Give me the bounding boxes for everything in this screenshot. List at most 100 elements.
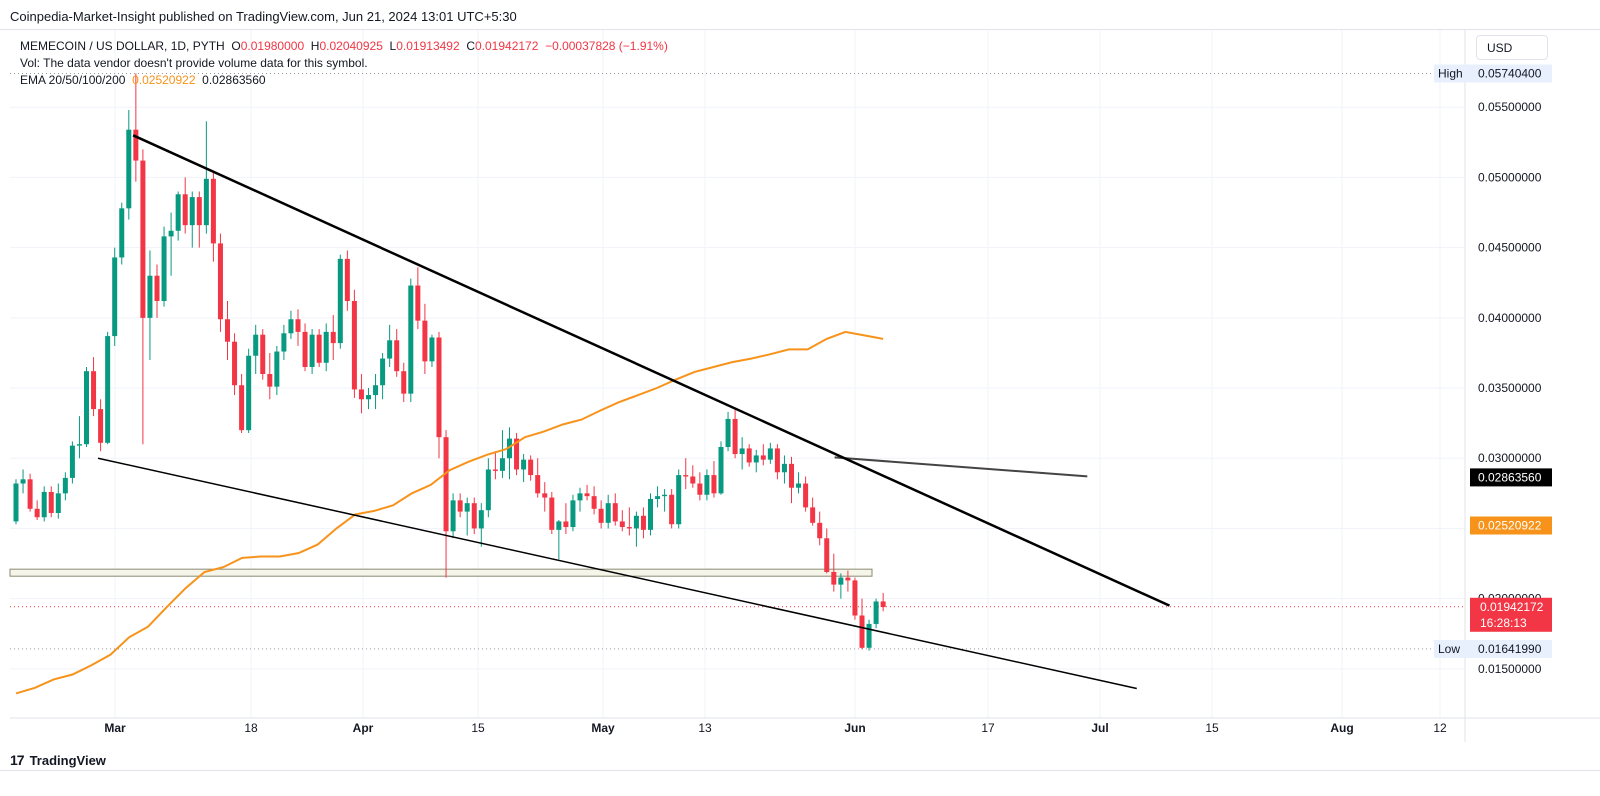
- last-price-value: 0.01942172: [1480, 600, 1544, 614]
- trendlines-layer: [97, 134, 1171, 690]
- candle-body: [746, 448, 752, 463]
- currency-button[interactable]: USD: [1476, 35, 1548, 60]
- candle-body: [373, 385, 379, 396]
- candle-body: [182, 194, 188, 226]
- candle-body: [41, 491, 47, 518]
- candle: [62, 472, 68, 501]
- candle-body: [267, 374, 273, 387]
- candle-body: [563, 521, 569, 528]
- candle: [422, 303, 428, 374]
- y-tick-label: 0.05500000: [1478, 100, 1542, 114]
- candle-body: [225, 319, 230, 342]
- candle: [302, 323, 308, 372]
- ema20-value: 0.02520922: [132, 73, 196, 87]
- candle-body: [817, 522, 823, 539]
- candle-body: [471, 503, 477, 529]
- candle: [394, 329, 400, 377]
- candle-body: [337, 258, 343, 344]
- candle: [168, 212, 174, 276]
- candle-body: [845, 577, 851, 581]
- candle-body: [358, 389, 364, 400]
- upper-trend-line: [132, 134, 1171, 607]
- candle: [845, 570, 851, 592]
- change-value: −0.00037828 (−1.91%): [545, 39, 668, 53]
- candle: [880, 593, 886, 612]
- candle-body: [521, 459, 527, 470]
- candle-body: [34, 508, 40, 518]
- candle: [20, 469, 26, 494]
- candle: [471, 497, 477, 535]
- y-tick-label: 0.04500000: [1478, 241, 1542, 255]
- candle-body: [605, 503, 611, 523]
- candle: [746, 444, 752, 467]
- low-price-tag-value: 0.01641990: [1478, 642, 1542, 656]
- candle: [570, 494, 576, 532]
- candle: [344, 250, 350, 311]
- candle: [13, 479, 19, 525]
- candle: [119, 202, 125, 265]
- candle: [358, 374, 364, 414]
- candle-body: [232, 341, 238, 386]
- candle: [676, 469, 682, 529]
- y-tick-label: 0.05000000: [1478, 170, 1542, 184]
- candle: [619, 510, 625, 532]
- candle: [217, 233, 223, 332]
- candle-body: [295, 319, 301, 332]
- candle-body: [499, 458, 505, 471]
- x-tick-label: Aug: [1330, 721, 1353, 735]
- candle: [739, 437, 745, 470]
- candle-body: [330, 331, 336, 344]
- legend-ohlc-row: MEMECOIN / US DOLLAR, 1D, PYTH O0.019800…: [20, 38, 668, 55]
- candle-body: [133, 129, 139, 161]
- candle-body: [485, 469, 491, 511]
- candle: [373, 374, 379, 410]
- candle-body: [739, 448, 745, 455]
- candle: [260, 329, 266, 380]
- candle: [140, 149, 146, 445]
- candle-body: [126, 129, 132, 209]
- low-price-tag-label: Low: [1438, 642, 1460, 656]
- axis-layer: 0.05500000 0.05000000 0.04500000 0.04000000…: [10, 30, 1600, 742]
- candle-body: [112, 257, 118, 337]
- close-value: 0.01942172: [474, 39, 539, 53]
- candle: [69, 441, 75, 484]
- candle: [492, 451, 498, 480]
- candle: [189, 191, 195, 248]
- candle: [281, 324, 287, 360]
- candle: [34, 500, 40, 521]
- footer-brand: 17 TradingView: [10, 752, 106, 768]
- x-tick-label: Apr: [353, 721, 374, 735]
- candle-body: [415, 285, 421, 321]
- candle-body: [570, 500, 576, 528]
- candle-body: [880, 601, 886, 608]
- symbol-title[interactable]: MEMECOIN / US DOLLAR, 1D, PYTH: [20, 39, 225, 53]
- ema-label[interactable]: EMA 20/50/100/200: [20, 73, 126, 87]
- candle-body: [189, 197, 195, 226]
- y-tick-label: 0.04000000: [1478, 311, 1542, 325]
- candle: [48, 486, 54, 518]
- candle: [852, 577, 858, 620]
- countdown-value: 16:28:13: [1480, 616, 1527, 630]
- candle: [605, 494, 611, 529]
- candle: [387, 324, 393, 367]
- x-tick-label: Jun: [844, 721, 865, 735]
- candle: [866, 619, 872, 651]
- candle-body: [119, 208, 125, 258]
- candle-body: [676, 475, 682, 525]
- candle-body: [781, 463, 787, 473]
- candle: [535, 458, 541, 498]
- candle: [521, 454, 527, 483]
- low-value: 0.01913492: [396, 39, 460, 53]
- candle: [753, 449, 759, 473]
- candle: [810, 497, 816, 526]
- candle-body: [239, 385, 245, 431]
- candle: [760, 444, 766, 466]
- candle-body: [774, 448, 780, 473]
- high-price-tag-bg: [1470, 64, 1552, 83]
- candle-body: [401, 371, 407, 394]
- candle: [704, 469, 710, 501]
- candle-body: [584, 493, 590, 497]
- candle-body: [478, 510, 484, 529]
- high-price-tag-value: 0.05740400: [1478, 66, 1542, 80]
